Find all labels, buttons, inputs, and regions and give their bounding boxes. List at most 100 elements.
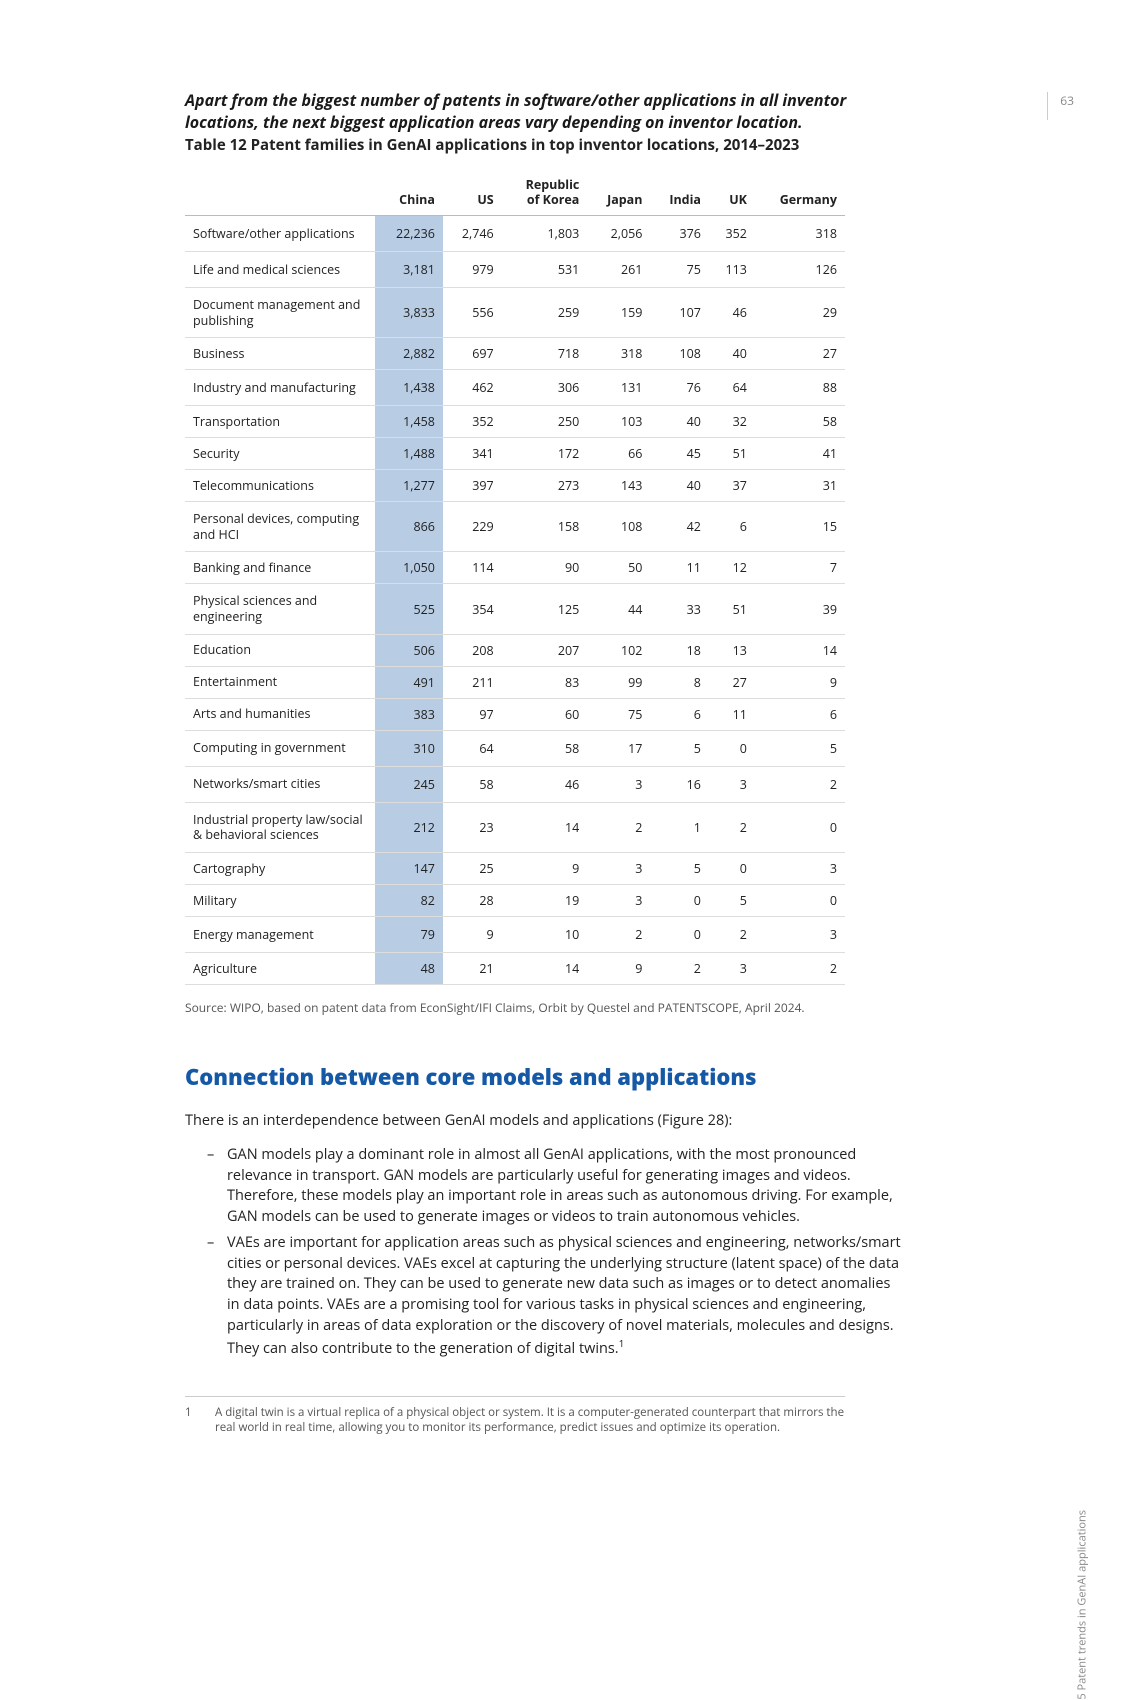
table-cell: 0 xyxy=(755,802,845,852)
table-cell: 159 xyxy=(587,287,650,337)
table-cell: 48 xyxy=(375,952,443,984)
table-cell: 0 xyxy=(650,916,709,952)
table-cell: 23 xyxy=(443,802,502,852)
table-cell: 1,488 xyxy=(375,438,443,470)
table-cell: 108 xyxy=(587,502,650,552)
table-row: Life and medical sciences3,1819795312617… xyxy=(185,251,845,287)
table-row: Physical sciences and engineering5253541… xyxy=(185,584,845,634)
table-cell: 0 xyxy=(755,884,845,916)
table-row: Personal devices, computing and HCI86622… xyxy=(185,502,845,552)
table-cell: 2 xyxy=(755,766,845,802)
table-cell: 172 xyxy=(502,438,588,470)
table-cell: 42 xyxy=(650,502,709,552)
footnote-number: 1 xyxy=(185,1405,199,1436)
row-label: Telecommunications xyxy=(185,470,375,502)
table-cell: 2,056 xyxy=(587,215,650,251)
row-label: Education xyxy=(185,634,375,666)
table-cell: 1,438 xyxy=(375,370,443,406)
table-cell: 5 xyxy=(650,730,709,766)
table-cell: 113 xyxy=(709,251,755,287)
table-cell: 2 xyxy=(587,916,650,952)
table-cell: 58 xyxy=(502,730,588,766)
table-row: Education506208207102181314 xyxy=(185,634,845,666)
table-cell: 3 xyxy=(755,916,845,952)
side-section-label: 5 Patent trends in GenAI applications xyxy=(1075,1510,1090,1700)
table-cell: 6 xyxy=(755,698,845,730)
table-cell: 11 xyxy=(650,552,709,584)
table-cell: 41 xyxy=(755,438,845,470)
row-label: Energy management xyxy=(185,916,375,952)
table-cell: 37 xyxy=(709,470,755,502)
table-cell: 3,181 xyxy=(375,251,443,287)
row-label: Entertainment xyxy=(185,666,375,698)
table-cell: 2 xyxy=(755,952,845,984)
page-number: 63 xyxy=(1047,92,1074,120)
table-cell: 103 xyxy=(587,406,650,438)
table-cell: 5 xyxy=(650,852,709,884)
row-label: Life and medical sciences xyxy=(185,251,375,287)
table-cell: 697 xyxy=(443,338,502,370)
row-label: Agriculture xyxy=(185,952,375,984)
table-cell: 15 xyxy=(755,502,845,552)
table-cell: 352 xyxy=(709,215,755,251)
table-row: Computing in government310645817505 xyxy=(185,730,845,766)
row-label: Physical sciences and engineering xyxy=(185,584,375,634)
table-cell: 39 xyxy=(755,584,845,634)
footnote-text: A digital twin is a virtual replica of a… xyxy=(215,1405,865,1436)
table-cell: 7 xyxy=(755,552,845,584)
table-row: Banking and finance1,050114905011127 xyxy=(185,552,845,584)
table-cell: 28 xyxy=(443,884,502,916)
table-row: Security1,48834117266455141 xyxy=(185,438,845,470)
table-cell: 143 xyxy=(587,470,650,502)
table-cell: 107 xyxy=(650,287,709,337)
table-cell: 147 xyxy=(375,852,443,884)
table-cell: 32 xyxy=(709,406,755,438)
table-cell: 29 xyxy=(755,287,845,337)
table-row: Document management and publishing3,8335… xyxy=(185,287,845,337)
table-cell: 40 xyxy=(650,406,709,438)
table-cell: 27 xyxy=(709,666,755,698)
table-cell: 9 xyxy=(443,916,502,952)
table-cell: 3 xyxy=(587,766,650,802)
table-cell: 82 xyxy=(375,884,443,916)
table-row: Industry and manufacturing1,438462306131… xyxy=(185,370,845,406)
table-cell: 6 xyxy=(650,698,709,730)
table-cell: 3 xyxy=(755,852,845,884)
row-label: Arts and humanities xyxy=(185,698,375,730)
table-cell: 83 xyxy=(502,666,588,698)
footnote-ref: 1 xyxy=(619,1336,625,1350)
table-cell: 0 xyxy=(709,852,755,884)
table-cell: 9 xyxy=(502,852,588,884)
table-cell: 5 xyxy=(709,884,755,916)
table-cell: 556 xyxy=(443,287,502,337)
table-cell: 310 xyxy=(375,730,443,766)
table-cell: 2,746 xyxy=(443,215,502,251)
table-cell: 2 xyxy=(709,802,755,852)
table-cell: 97 xyxy=(443,698,502,730)
table-cell: 126 xyxy=(755,251,845,287)
table-cell: 0 xyxy=(650,884,709,916)
table-row: Software/other applications22,2362,7461,… xyxy=(185,215,845,251)
table-row: Networks/smart cities245584631632 xyxy=(185,766,845,802)
source-note: Source: WIPO, based on patent data from … xyxy=(185,999,905,1016)
patent-table: ChinaUSRepublicof KoreaJapanIndiaUKGerma… xyxy=(185,172,845,985)
col-header: India xyxy=(650,172,709,215)
table-cell: 11 xyxy=(709,698,755,730)
bullet-item: GAN models play a dominant role in almos… xyxy=(207,1145,905,1227)
col-header: Germany xyxy=(755,172,845,215)
table-row: Arts and humanities3839760756116 xyxy=(185,698,845,730)
table-cell: 354 xyxy=(443,584,502,634)
table-cell: 3,833 xyxy=(375,287,443,337)
table-cell: 208 xyxy=(443,634,502,666)
row-label: Business xyxy=(185,338,375,370)
table-cell: 212 xyxy=(375,802,443,852)
col-header: China xyxy=(375,172,443,215)
table-cell: 25 xyxy=(443,852,502,884)
table-cell: 6 xyxy=(709,502,755,552)
table-cell: 318 xyxy=(587,338,650,370)
table-cell: 99 xyxy=(587,666,650,698)
bullet-item: VAEs are important for application areas… xyxy=(207,1233,905,1359)
row-label: Cartography xyxy=(185,852,375,884)
table-cell: 3 xyxy=(587,852,650,884)
table-cell: 5 xyxy=(755,730,845,766)
